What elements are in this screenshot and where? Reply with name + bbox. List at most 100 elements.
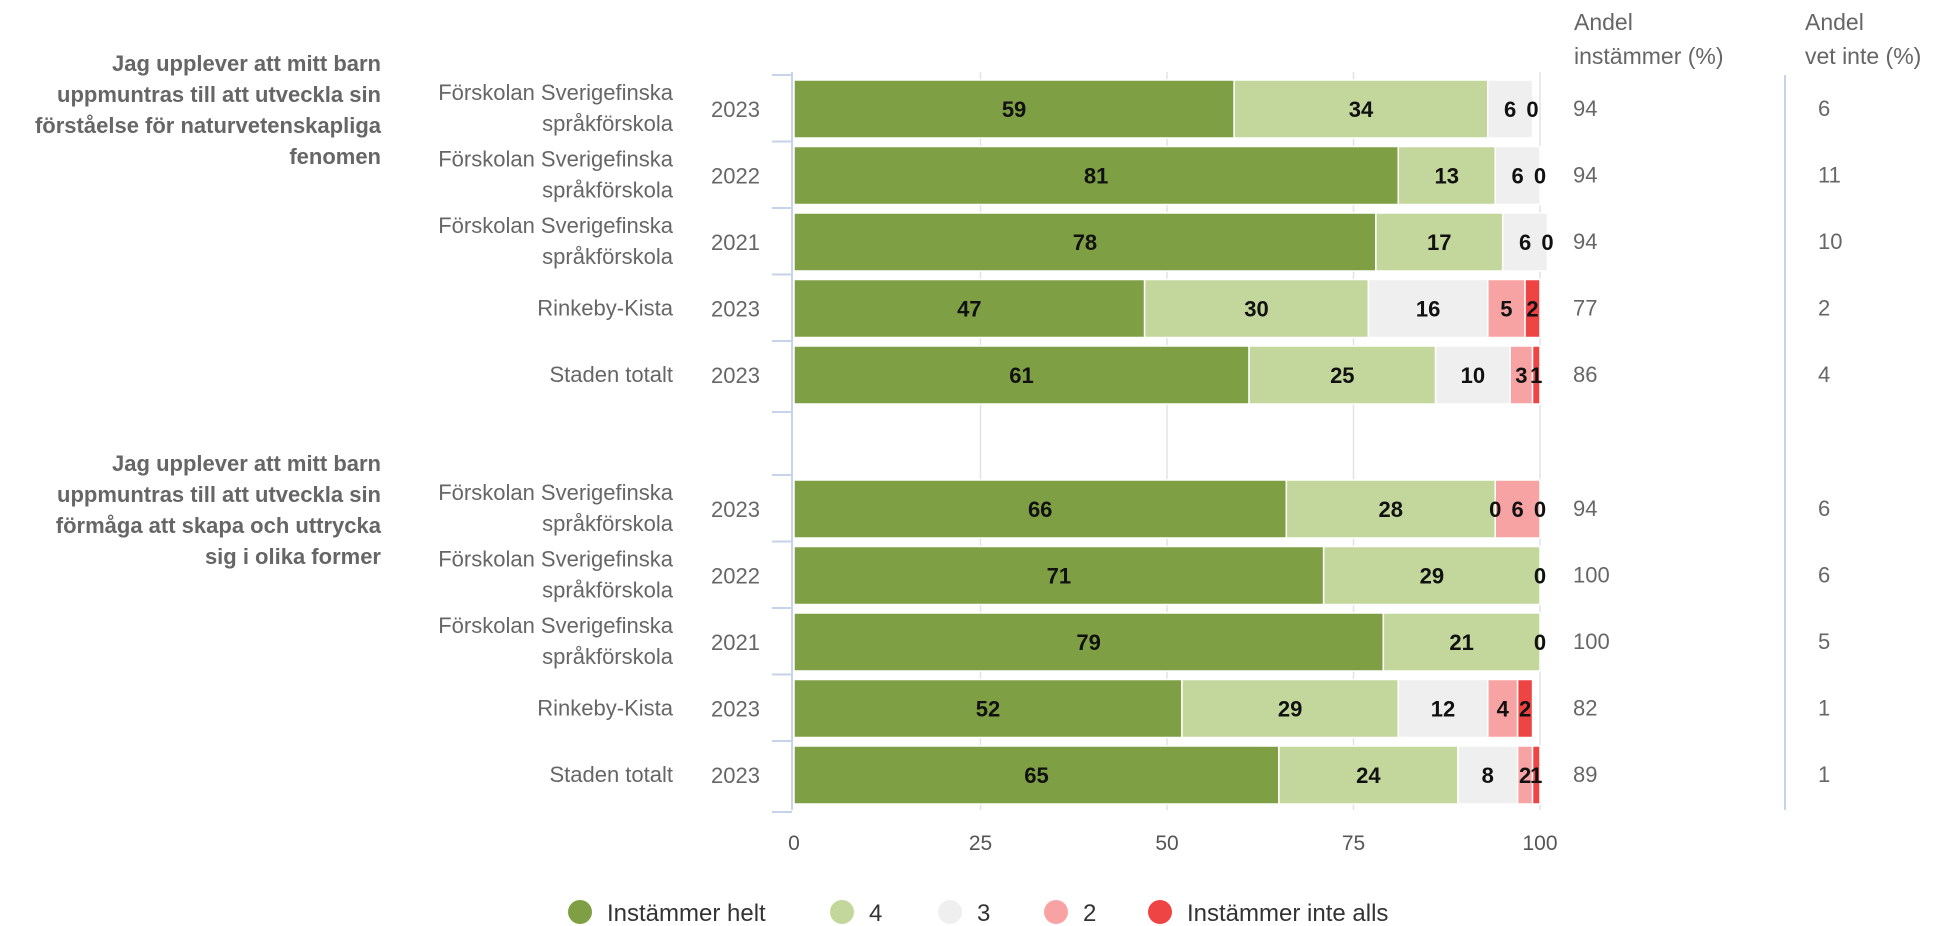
- segment-label: 81: [1084, 164, 1108, 189]
- bar-segment: [1531, 745, 1541, 805]
- bar-segment: [1524, 278, 1541, 339]
- segment-label: 79: [1076, 630, 1100, 655]
- legend-marker: [830, 900, 854, 924]
- segment-label: 0: [1534, 564, 1546, 589]
- segment-label: 0: [1541, 230, 1553, 255]
- segment-label: 29: [1420, 564, 1444, 589]
- x-tick-label: 100: [1522, 832, 1557, 855]
- row-year: 2023: [711, 297, 760, 322]
- unknown-column-header-line2: vet inte (%): [1805, 43, 1921, 69]
- agree-value: 77: [1573, 296, 1597, 321]
- unknown-value: 1: [1818, 762, 1830, 787]
- row-year: 2023: [711, 97, 760, 122]
- segment-label: 4: [1497, 697, 1510, 722]
- segment-label: 6: [1519, 230, 1531, 255]
- segment-label: 0: [1534, 497, 1546, 522]
- bar-segment: [1434, 345, 1511, 405]
- legend-label: Instämmer helt: [607, 900, 766, 926]
- agree-value: 94: [1573, 496, 1597, 521]
- row-label: Rinkeby-Kista: [537, 296, 673, 321]
- unknown-value: 6: [1818, 563, 1830, 588]
- segment-label: 66: [1028, 497, 1052, 522]
- unknown-value: 2: [1818, 296, 1830, 321]
- segment-label: 0: [1534, 164, 1546, 189]
- row-year: 2021: [711, 230, 760, 255]
- bar-segment: [1367, 278, 1489, 339]
- group-title-line: uppmuntras till att utveckla sin: [57, 82, 381, 107]
- segment-label: 47: [957, 297, 981, 322]
- group-title-line: förmåga att skapa och uttrycka: [56, 513, 382, 538]
- row-label-line: Förskolan Sverigefinska: [438, 613, 674, 638]
- summary-columns: Andel instämmer (%) Andel vet inte (%) 9…: [1573, 9, 1921, 787]
- segment-label: 2: [1519, 763, 1531, 788]
- agree-value: 89: [1573, 762, 1597, 787]
- segment-label: 16: [1416, 297, 1440, 322]
- legend-label: Instämmer inte alls: [1187, 900, 1388, 926]
- x-tick-label: 0: [788, 832, 800, 855]
- segment-label: 25: [1330, 363, 1354, 388]
- agree-value: 100: [1573, 563, 1610, 588]
- row-year: 2023: [711, 697, 760, 722]
- bar-segment: [793, 79, 1235, 139]
- x-tick-label: 75: [1342, 832, 1365, 855]
- row-label-line: Förskolan Sverigefinska: [438, 213, 674, 238]
- group-title-line: fenomen: [289, 144, 381, 169]
- bar-segment: [1501, 212, 1549, 272]
- segment-label: 3: [1515, 363, 1527, 388]
- bar-segment: [1457, 745, 1519, 805]
- bar-segment: [793, 612, 1385, 672]
- bar-segment: [1494, 479, 1541, 539]
- agree-value: 100: [1573, 629, 1610, 654]
- segment-label: 6: [1511, 497, 1523, 522]
- agree-column-header-line1: Andel: [1574, 9, 1633, 35]
- row-year: 2023: [711, 363, 760, 388]
- legend-marker: [938, 900, 962, 924]
- segment-label: 8: [1482, 763, 1494, 788]
- segment-label: 13: [1435, 164, 1459, 189]
- agree-value: 94: [1573, 96, 1597, 121]
- bar-segment: [1322, 545, 1541, 606]
- row-label-line: Förskolan Sverigefinska: [438, 80, 674, 105]
- segment-label: 5: [1500, 297, 1512, 322]
- unknown-value: 6: [1818, 96, 1830, 121]
- agree-column-header-line2: instämmer (%): [1574, 43, 1724, 69]
- segment-label: 0: [1534, 630, 1546, 655]
- bar-segment: [1516, 678, 1534, 739]
- segment-label: 61: [1009, 363, 1033, 388]
- row-label: Staden totalt: [549, 762, 673, 787]
- bar-segment: [793, 278, 1146, 339]
- bar-segment: [1375, 212, 1504, 272]
- row-year: 2023: [711, 763, 760, 788]
- segment-label: 2: [1526, 297, 1538, 322]
- group-title-line: förståelse för naturvetenskapliga: [35, 113, 382, 138]
- row-year: 2022: [711, 564, 760, 589]
- group-title-line: sig i olika former: [205, 544, 381, 569]
- bar-segment: [793, 545, 1325, 606]
- bar-segment: [1233, 79, 1489, 139]
- bar-segment: [1487, 79, 1534, 139]
- bar-segment: [793, 145, 1400, 206]
- segment-label: 24: [1356, 763, 1381, 788]
- row-label-line: språkförskola: [542, 111, 674, 136]
- agree-value: 86: [1573, 362, 1597, 387]
- bar-segment: [793, 345, 1250, 405]
- bar-segment: [793, 745, 1280, 805]
- group-title-line: uppmuntras till att utveckla sin: [57, 482, 381, 507]
- segment-label: 0: [1526, 97, 1538, 122]
- legend-label: 4: [869, 900, 882, 926]
- legend-label: 3: [977, 900, 990, 926]
- segment-label: 71: [1047, 564, 1071, 589]
- row-label-line: språkförskola: [542, 644, 674, 669]
- row-label: Rinkeby-Kista: [537, 696, 673, 721]
- agree-value: 94: [1573, 229, 1597, 254]
- row-label: Staden totalt: [549, 362, 673, 387]
- segment-label: 30: [1244, 297, 1268, 322]
- segment-label: 21: [1449, 630, 1473, 655]
- row-label-line: Förskolan Sverigefinska: [438, 480, 674, 505]
- segment-label: 29: [1278, 697, 1302, 722]
- unknown-value: 5: [1818, 629, 1830, 654]
- segment-label: 59: [1002, 97, 1026, 122]
- segment-label: 2: [1519, 697, 1531, 722]
- unknown-value: 11: [1818, 163, 1841, 188]
